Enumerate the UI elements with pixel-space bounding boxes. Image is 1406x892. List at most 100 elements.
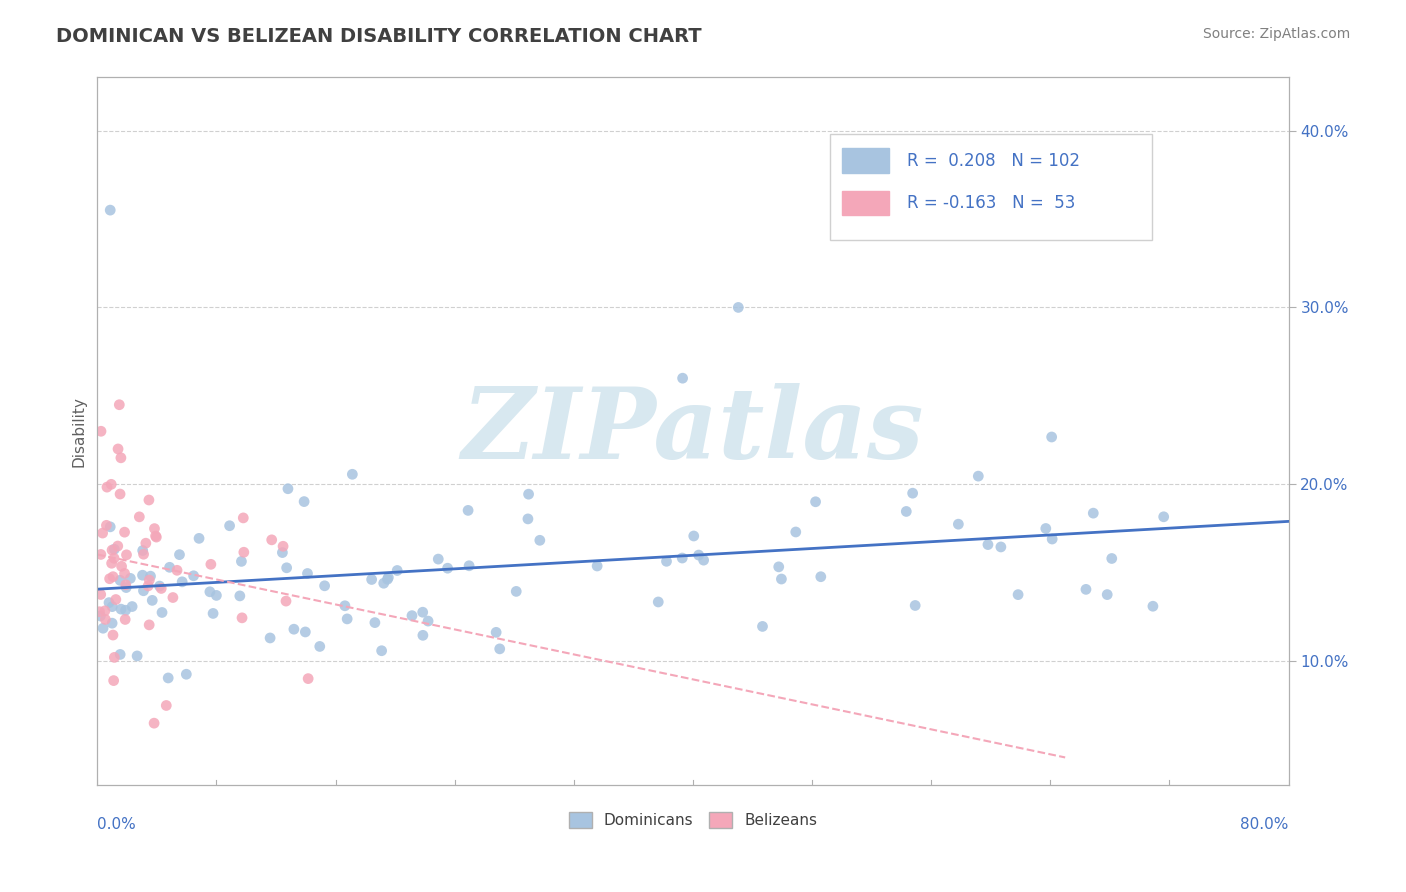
Point <box>120 571 142 585</box>
Text: Source: ZipAtlas.com: Source: ZipAtlas.com <box>1202 27 1350 41</box>
Point <box>770 572 793 586</box>
Point <box>150 606 173 620</box>
Point <box>90 424 112 438</box>
Point <box>1040 430 1063 444</box>
Point <box>294 624 316 639</box>
Point <box>98 203 121 218</box>
Point <box>1035 521 1057 535</box>
Point <box>107 539 129 553</box>
Point <box>336 612 359 626</box>
Point <box>218 518 240 533</box>
Point <box>231 611 253 625</box>
Point <box>457 503 479 517</box>
Point <box>308 640 330 654</box>
Point <box>768 559 790 574</box>
Point <box>387 564 409 578</box>
Point <box>121 599 143 614</box>
Point <box>271 539 294 553</box>
Point <box>110 450 132 465</box>
Point <box>96 480 118 494</box>
Point <box>810 570 832 584</box>
Point <box>94 604 117 618</box>
Point <box>360 573 382 587</box>
Point <box>373 576 395 591</box>
Point <box>342 467 364 482</box>
Point <box>90 548 112 562</box>
Y-axis label: Disability: Disability <box>72 396 86 467</box>
Point <box>172 574 194 589</box>
Point <box>89 605 111 619</box>
Point <box>169 548 191 562</box>
Point <box>1142 599 1164 614</box>
Text: R = -0.163   N =  53: R = -0.163 N = 53 <box>907 194 1076 212</box>
Point <box>297 566 319 581</box>
Point <box>90 587 112 601</box>
Point <box>143 522 166 536</box>
Point <box>436 561 458 575</box>
Point <box>98 596 121 610</box>
Point <box>176 667 198 681</box>
Point <box>283 622 305 636</box>
Point <box>131 568 153 582</box>
Point <box>155 698 177 713</box>
Bar <box>842 191 890 216</box>
Point <box>162 591 184 605</box>
Point <box>108 487 131 501</box>
Point <box>412 605 434 619</box>
Point <box>292 494 315 508</box>
Point <box>692 553 714 567</box>
Point <box>647 595 669 609</box>
Point <box>200 558 222 572</box>
Point <box>145 529 167 543</box>
Point <box>148 579 170 593</box>
Point <box>896 504 918 518</box>
Point <box>370 644 392 658</box>
Point <box>505 584 527 599</box>
Point <box>98 520 121 534</box>
Point <box>183 568 205 582</box>
Point <box>682 529 704 543</box>
Point <box>377 570 399 584</box>
Point <box>96 518 118 533</box>
Point <box>157 671 180 685</box>
Point <box>1007 588 1029 602</box>
Point <box>132 583 155 598</box>
Point <box>232 545 254 559</box>
Point <box>115 581 138 595</box>
Point <box>101 616 124 631</box>
Text: 80.0%: 80.0% <box>1240 817 1288 832</box>
Bar <box>842 148 890 173</box>
Point <box>412 628 434 642</box>
Point <box>114 566 136 581</box>
Point <box>114 612 136 626</box>
Point <box>517 487 540 501</box>
Legend: Dominicans, Belizeans: Dominicans, Belizeans <box>562 805 823 834</box>
Point <box>277 482 299 496</box>
Point <box>127 648 149 663</box>
Point <box>89 609 111 624</box>
Point <box>671 371 693 385</box>
Point <box>785 524 807 539</box>
Point <box>108 648 131 662</box>
Point <box>416 614 439 628</box>
Point <box>1153 509 1175 524</box>
Point <box>260 533 283 547</box>
Point <box>110 602 132 616</box>
Point <box>259 631 281 645</box>
Point <box>231 554 253 568</box>
Point <box>276 561 298 575</box>
Point <box>103 551 125 566</box>
Point <box>91 526 114 541</box>
Point <box>458 558 481 573</box>
Point <box>1095 588 1118 602</box>
Point <box>98 572 121 586</box>
Text: ZIPatlas: ZIPatlas <box>461 383 924 480</box>
Point <box>115 548 138 562</box>
Point <box>529 533 551 548</box>
Point <box>804 495 827 509</box>
Point <box>967 469 990 483</box>
Point <box>114 603 136 617</box>
Point <box>274 594 297 608</box>
Point <box>166 563 188 577</box>
Point <box>688 548 710 562</box>
